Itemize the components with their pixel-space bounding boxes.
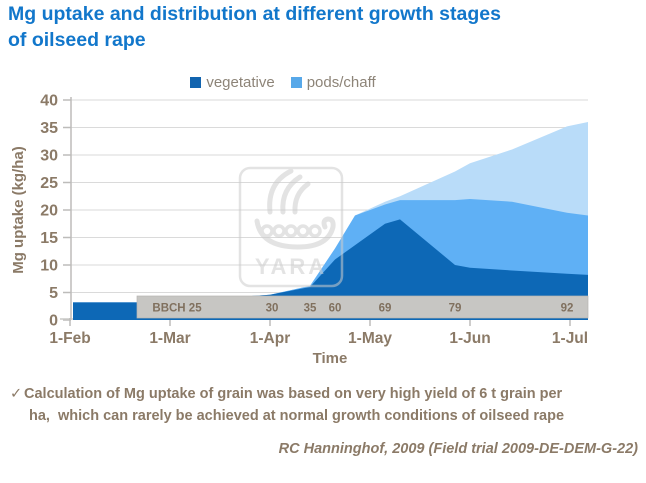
area-series [73, 122, 588, 320]
legend-label-vegetative: vegetative [206, 74, 275, 91]
hull-rings-icon [260, 224, 322, 238]
x-tick-label: 1-Mar [149, 330, 190, 347]
yara-watermark: YARA [238, 166, 344, 288]
y-tick-label: 35 [40, 120, 58, 137]
y-tick-label: 30 [40, 148, 58, 165]
y-axis-title: Mg uptake (kg/ha) [10, 146, 27, 274]
page-title: Mg uptake and distribution at different … [8, 2, 642, 53]
vegetative-swatch-icon [190, 77, 202, 88]
footnote: ✓ Calculation of Mg uptake of grain was … [10, 384, 638, 428]
chart-legend: vegetative pods/chaff [0, 74, 566, 91]
footnote-line-1: Calculation of Mg uptake of grain was ba… [24, 386, 563, 402]
x-tick-label: 1-May [348, 330, 392, 347]
sail-icon [267, 168, 294, 215]
bbch-stage-label: 30 [266, 303, 279, 315]
tick-labels: 0 5 10 15 20 25 30 35 40 1-Feb 1-Mar 1-Apr 1-May 1-Ju… [40, 93, 588, 348]
x-tick-label: 1-Jul [552, 330, 588, 347]
bbch-stage-label: 35 [304, 303, 317, 315]
pods-chaff-swatch-icon [290, 77, 302, 88]
watermark-text: YARA [255, 254, 327, 279]
checkmark-icon: ✓ [10, 386, 23, 402]
y-tick-label: 20 [40, 203, 58, 220]
sail-icon [292, 181, 311, 215]
y-tick-label: 40 [40, 93, 58, 110]
bbch-stage-label: 60 [329, 303, 342, 315]
x-axis-title: Time [312, 350, 348, 367]
y-tick-label: 15 [40, 230, 58, 247]
bbch-stage-label: 69 [379, 303, 392, 315]
bbch-stage-label: BBCH 25 [152, 303, 202, 315]
watermark-frame [238, 166, 344, 288]
y-tick-label: 5 [49, 285, 58, 302]
bbch-stage-label: 79 [449, 303, 462, 315]
y-tick-label: 10 [40, 258, 58, 275]
bbch-stage-band: BBCH 25 30 35 60 69 79 92 [136, 295, 589, 319]
sail-icon [280, 174, 303, 215]
y-tick-label: 25 [40, 175, 58, 192]
title-line-2: of oilseed rape [8, 28, 146, 51]
legend-label-pods-chaff: pods/chaff [306, 74, 376, 91]
legend-item-vegetative: vegetative [190, 74, 275, 91]
x-tick-label: 1-Jun [449, 330, 490, 347]
legend-item-pods-chaff: pods/chaff [290, 74, 376, 91]
area-vegetative [73, 219, 588, 320]
bbch-band-rect [136, 295, 589, 319]
credit-line: RC Hanninghof, 2009 (Field trial 2009-DE… [278, 441, 638, 457]
footnote-line-2: ha, which can rarely be achieved at norm… [29, 407, 565, 424]
title-line-1: Mg uptake and distribution at different … [8, 3, 501, 25]
x-tick-label: 1-Apr [250, 330, 290, 347]
y-tick-label: 0 [49, 313, 58, 330]
x-tick-label: 1-Feb [49, 330, 90, 347]
bbch-stage-label: 92 [561, 303, 574, 315]
ship-hull-icon [254, 216, 336, 250]
